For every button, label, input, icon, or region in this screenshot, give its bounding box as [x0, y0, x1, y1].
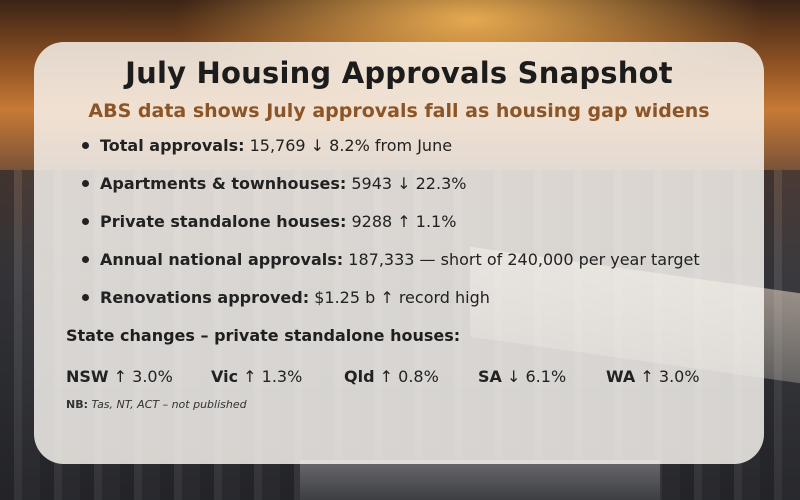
state-name: WA: [606, 367, 636, 386]
point-renovations: Renovations approved: $1.25 b ↑ record h…: [82, 288, 732, 308]
bullet-icon: [82, 180, 89, 187]
footnote: NB: Tas, NT, ACT – not published: [66, 398, 732, 411]
state-name: Vic: [211, 367, 239, 386]
state-sa: SA ↓ 6.1%: [478, 367, 606, 386]
state-wa: WA ↑ 3.0%: [606, 367, 700, 386]
state-name: NSW: [66, 367, 109, 386]
point-value: 15,769 ↓ 8.2% from June: [249, 136, 453, 155]
state-qld: Qld ↑ 0.8%: [344, 367, 478, 386]
point-annual-approvals: Annual national approvals: 187,333 — sho…: [82, 250, 732, 270]
page-title: July Housing Approvals Snapshot: [125, 56, 673, 90]
bullet-icon: [82, 294, 89, 301]
state-name: SA: [478, 367, 502, 386]
point-value: $1.25 b ↑ record high: [314, 288, 490, 307]
state-vic: Vic ↑ 1.3%: [211, 367, 344, 386]
bullet-icon: [82, 142, 89, 149]
point-value: 9288 ↑ 1.1%: [351, 212, 457, 231]
point-value: 5943 ↓ 22.3%: [351, 174, 467, 193]
page-subtitle: ABS data shows July approvals fall as ho…: [88, 100, 710, 122]
state-changes-row: NSW ↑ 3.0% Vic ↑ 1.3% Qld ↑ 0.8% SA ↓ 6.…: [66, 367, 732, 386]
point-label: Renovations approved:: [100, 288, 310, 307]
snapshot-card: July Housing Approvals Snapshot ABS data…: [34, 42, 764, 464]
point-label: Private standalone houses:: [100, 212, 347, 231]
state-change: ↑ 3.0%: [113, 367, 173, 386]
key-points-list: Total approvals: 15,769 ↓ 8.2% from June…: [66, 136, 732, 308]
bullet-icon: [82, 218, 89, 225]
state-nsw: NSW ↑ 3.0%: [66, 367, 211, 386]
point-value: 187,333 — short of 240,000 per year targ…: [348, 250, 700, 269]
background-rooftop: [300, 460, 660, 500]
point-apartments: Apartments & townhouses: 5943 ↓ 22.3%: [82, 174, 732, 194]
state-change: ↑ 3.0%: [640, 367, 700, 386]
state-name: Qld: [344, 367, 375, 386]
footnote-label: NB:: [66, 398, 88, 411]
point-standalone-houses: Private standalone houses: 9288 ↑ 1.1%: [82, 212, 732, 232]
state-changes-heading: State changes – private standalone house…: [66, 326, 461, 345]
bullet-icon: [82, 256, 89, 263]
state-change: ↑ 0.8%: [379, 367, 439, 386]
point-label: Apartments & townhouses:: [100, 174, 347, 193]
point-total-approvals: Total approvals: 15,769 ↓ 8.2% from June: [82, 136, 732, 156]
state-change: ↓ 6.1%: [507, 367, 567, 386]
state-change: ↑ 1.3%: [243, 367, 303, 386]
point-label: Annual national approvals:: [100, 250, 344, 269]
footnote-text: Tas, NT, ACT – not published: [91, 398, 247, 411]
point-label: Total approvals:: [100, 136, 245, 155]
